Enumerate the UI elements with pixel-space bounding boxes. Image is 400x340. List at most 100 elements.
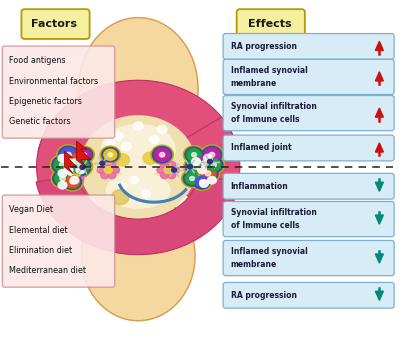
Text: Inflamed synovial: Inflamed synovial	[231, 247, 308, 256]
Circle shape	[115, 154, 130, 166]
Polygon shape	[375, 254, 383, 263]
Circle shape	[65, 170, 73, 177]
FancyBboxPatch shape	[2, 195, 115, 287]
Circle shape	[101, 162, 109, 168]
Circle shape	[58, 154, 67, 162]
Circle shape	[205, 157, 223, 172]
Circle shape	[193, 154, 215, 173]
Circle shape	[168, 172, 176, 178]
Text: RA progression: RA progression	[231, 42, 297, 51]
Circle shape	[76, 175, 84, 182]
Circle shape	[68, 171, 73, 175]
Circle shape	[142, 190, 150, 198]
Circle shape	[80, 165, 85, 169]
Circle shape	[70, 180, 75, 184]
Circle shape	[192, 153, 196, 157]
Circle shape	[62, 173, 83, 191]
Text: Epigenetic factors: Epigenetic factors	[10, 97, 82, 106]
Circle shape	[203, 156, 224, 174]
Polygon shape	[375, 108, 383, 117]
Circle shape	[60, 164, 81, 182]
Circle shape	[60, 148, 76, 162]
Circle shape	[108, 153, 112, 157]
FancyBboxPatch shape	[223, 34, 394, 59]
Polygon shape	[375, 291, 383, 300]
Circle shape	[122, 142, 131, 150]
Text: Factors: Factors	[31, 19, 77, 29]
Polygon shape	[116, 148, 160, 160]
Circle shape	[157, 167, 165, 173]
Text: Elimination diet: Elimination diet	[10, 246, 72, 255]
Circle shape	[104, 149, 117, 160]
Circle shape	[58, 170, 67, 177]
Ellipse shape	[80, 116, 196, 217]
Circle shape	[194, 175, 210, 189]
Circle shape	[154, 148, 170, 161]
Circle shape	[189, 170, 197, 177]
Circle shape	[134, 122, 143, 130]
Circle shape	[51, 169, 74, 188]
FancyBboxPatch shape	[223, 202, 394, 237]
Circle shape	[198, 165, 218, 182]
FancyBboxPatch shape	[22, 9, 90, 39]
Circle shape	[82, 153, 87, 157]
Circle shape	[196, 157, 212, 170]
Polygon shape	[375, 143, 383, 152]
Circle shape	[52, 156, 73, 174]
Text: Synovial infiltration: Synovial infiltration	[231, 102, 316, 111]
Ellipse shape	[106, 172, 170, 208]
Text: Food antigens: Food antigens	[10, 56, 66, 66]
Circle shape	[53, 170, 72, 187]
Circle shape	[202, 146, 222, 163]
Circle shape	[72, 159, 89, 174]
Circle shape	[55, 172, 70, 185]
Text: Synovial infiltration: Synovial infiltration	[231, 208, 316, 217]
Circle shape	[160, 172, 168, 178]
Text: of Immune cells: of Immune cells	[231, 115, 299, 124]
Circle shape	[184, 156, 208, 177]
Circle shape	[183, 146, 205, 164]
FancyBboxPatch shape	[223, 96, 394, 131]
Circle shape	[183, 171, 201, 186]
Polygon shape	[36, 176, 240, 255]
Circle shape	[201, 161, 207, 166]
Circle shape	[200, 180, 208, 187]
Circle shape	[60, 176, 65, 181]
Circle shape	[203, 170, 211, 177]
Circle shape	[66, 158, 75, 165]
Circle shape	[193, 164, 199, 169]
Circle shape	[101, 172, 109, 178]
Circle shape	[108, 172, 116, 178]
Text: membrane: membrane	[231, 260, 277, 269]
Circle shape	[100, 146, 120, 163]
Circle shape	[194, 155, 214, 172]
Text: Inflamed synovial: Inflamed synovial	[231, 66, 308, 75]
Ellipse shape	[78, 18, 198, 160]
Circle shape	[70, 158, 91, 176]
Circle shape	[196, 164, 220, 183]
FancyBboxPatch shape	[223, 173, 394, 199]
Circle shape	[186, 158, 206, 175]
Circle shape	[185, 147, 203, 163]
Text: membrane: membrane	[231, 79, 277, 88]
Circle shape	[114, 132, 123, 140]
Circle shape	[172, 168, 176, 172]
Circle shape	[151, 145, 173, 164]
Circle shape	[190, 176, 194, 181]
Circle shape	[152, 147, 172, 163]
Circle shape	[196, 176, 208, 187]
Ellipse shape	[82, 192, 195, 321]
Text: Vegan Diet: Vegan Diet	[10, 205, 54, 215]
Polygon shape	[375, 41, 383, 50]
Circle shape	[204, 148, 220, 162]
Text: RA progression: RA progression	[231, 291, 297, 300]
Circle shape	[192, 175, 200, 182]
Circle shape	[58, 182, 67, 189]
Circle shape	[207, 159, 221, 171]
Circle shape	[212, 163, 216, 167]
Ellipse shape	[101, 124, 175, 175]
Polygon shape	[375, 215, 383, 224]
Circle shape	[76, 148, 93, 162]
Circle shape	[64, 151, 89, 172]
Circle shape	[64, 167, 78, 179]
